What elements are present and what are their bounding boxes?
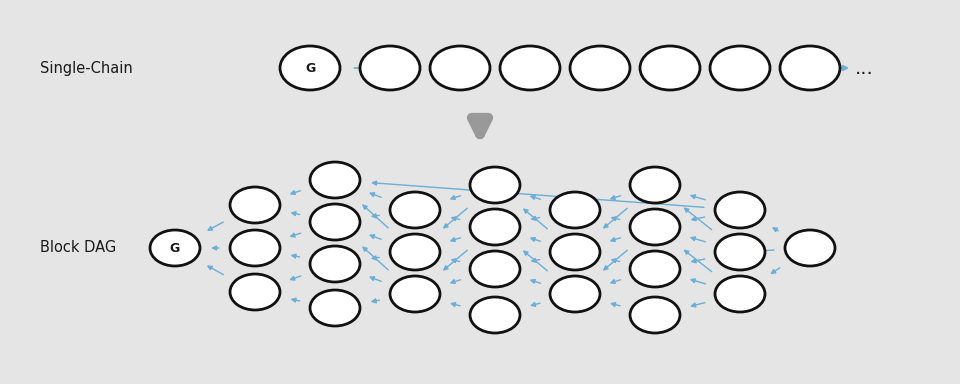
Text: G: G <box>170 242 180 255</box>
Ellipse shape <box>500 46 560 90</box>
Ellipse shape <box>470 167 520 203</box>
Ellipse shape <box>785 230 835 266</box>
Ellipse shape <box>430 46 490 90</box>
Ellipse shape <box>470 209 520 245</box>
Ellipse shape <box>470 251 520 287</box>
Ellipse shape <box>630 167 680 203</box>
Ellipse shape <box>570 46 630 90</box>
Text: ...: ... <box>855 58 874 78</box>
Ellipse shape <box>360 46 420 90</box>
Ellipse shape <box>280 46 340 90</box>
Ellipse shape <box>630 251 680 287</box>
Ellipse shape <box>310 246 360 282</box>
Ellipse shape <box>390 234 440 270</box>
Text: G: G <box>305 61 315 74</box>
Ellipse shape <box>390 192 440 228</box>
Ellipse shape <box>230 274 280 310</box>
Ellipse shape <box>230 230 280 266</box>
Ellipse shape <box>715 192 765 228</box>
Ellipse shape <box>390 276 440 312</box>
Ellipse shape <box>710 46 770 90</box>
Ellipse shape <box>630 297 680 333</box>
Ellipse shape <box>550 234 600 270</box>
Ellipse shape <box>640 46 700 90</box>
Ellipse shape <box>150 230 200 266</box>
Ellipse shape <box>310 162 360 198</box>
Ellipse shape <box>715 276 765 312</box>
Ellipse shape <box>470 297 520 333</box>
Ellipse shape <box>310 204 360 240</box>
Ellipse shape <box>715 234 765 270</box>
Ellipse shape <box>230 187 280 223</box>
Text: Single-Chain: Single-Chain <box>40 61 132 76</box>
Ellipse shape <box>630 209 680 245</box>
Ellipse shape <box>550 192 600 228</box>
Ellipse shape <box>310 290 360 326</box>
Text: Block DAG: Block DAG <box>40 240 116 255</box>
Ellipse shape <box>550 276 600 312</box>
Ellipse shape <box>780 46 840 90</box>
